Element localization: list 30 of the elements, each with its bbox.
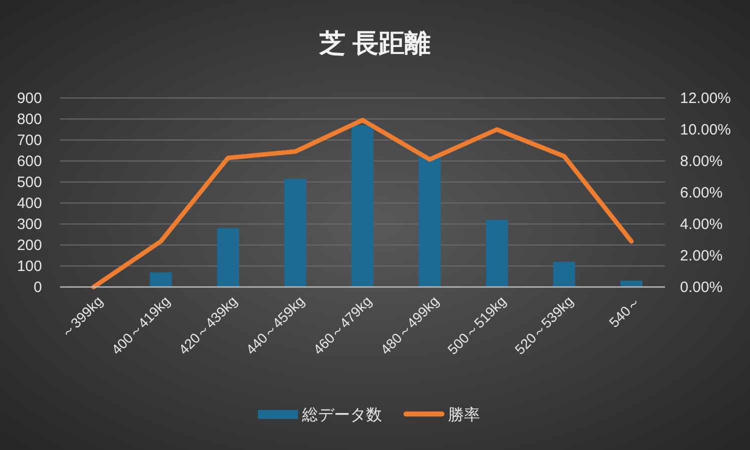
y2-tick-label: 2.00% <box>680 248 723 264</box>
y-tick-label: 400 <box>16 195 42 212</box>
y-tick-label: 300 <box>16 216 42 233</box>
y-tick-label: 0 <box>34 279 42 296</box>
bar <box>150 272 172 287</box>
bar <box>418 156 441 287</box>
chart-title: 芝 長距離 <box>318 28 431 58</box>
bar <box>620 280 642 287</box>
y-tick-label: 200 <box>16 237 42 254</box>
bar <box>217 228 240 287</box>
y-tick-label: 900 <box>16 90 42 107</box>
y-tick-label: 800 <box>16 111 42 128</box>
bar <box>284 178 306 287</box>
y2-tick-label: 0.00% <box>680 279 723 296</box>
legend-label: 勝率 <box>448 406 480 424</box>
bar <box>352 125 374 287</box>
y-tick-label: 600 <box>16 153 42 170</box>
y2-tick-label: 12.00% <box>680 90 731 107</box>
y-tick-label: 500 <box>16 174 42 191</box>
y-tick-label: 700 <box>16 132 42 149</box>
y2-tick-label: 4.00% <box>680 216 723 233</box>
y-tick-label: 100 <box>16 258 42 275</box>
line-series <box>91 118 634 290</box>
bar <box>553 262 576 287</box>
y2-tick-label: 8.00% <box>680 153 723 170</box>
y2-tick-label: 10.00% <box>680 122 731 138</box>
bar <box>486 220 508 287</box>
x-tick-label: 540～ <box>606 292 644 331</box>
y2-tick-label: 6.00% <box>680 184 723 202</box>
legend-label: 総データ数 <box>301 407 382 424</box>
